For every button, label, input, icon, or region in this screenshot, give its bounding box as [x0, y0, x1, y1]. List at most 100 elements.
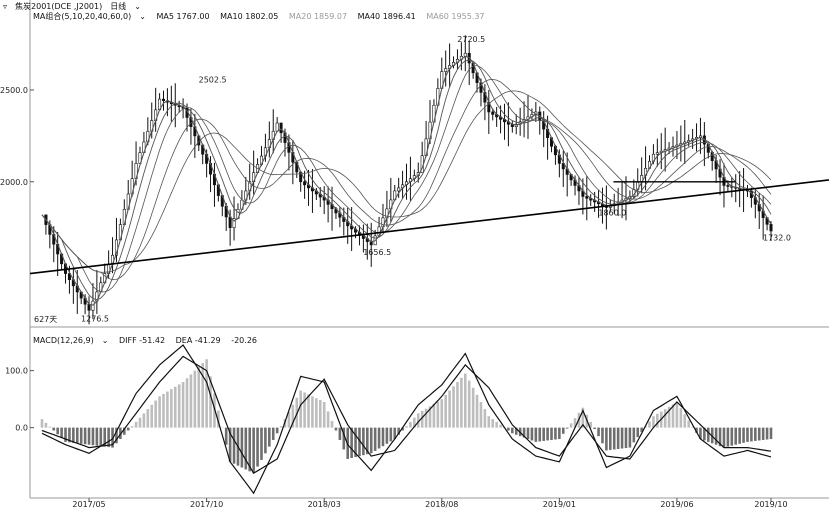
macd-histogram-bar	[381, 427, 385, 447]
macd-histogram-bar	[514, 427, 518, 435]
x-tick-label: 2019/10	[754, 500, 787, 509]
macd-histogram-bar	[471, 387, 475, 428]
macd-histogram-bar	[534, 427, 538, 442]
ma40-value: MA40 1896.41	[357, 12, 416, 21]
macd-histogram-bar	[561, 427, 565, 434]
macd-histogram-bar	[268, 427, 271, 447]
macd-histogram-bar	[318, 400, 322, 428]
macd-histogram-bar	[260, 427, 263, 460]
macd-histogram-bar	[475, 394, 479, 428]
macd-histogram-bar	[718, 427, 722, 447]
price-candle-body	[585, 196, 589, 199]
macd-histogram-bar	[765, 427, 769, 440]
macd-histogram-bar	[734, 427, 738, 445]
dropdown-icon[interactable]: ▿	[3, 2, 8, 11]
macd-histogram-bar	[742, 427, 745, 443]
macd-histogram-bar	[573, 418, 577, 428]
macd-histogram-bar	[170, 389, 173, 428]
macd-histogram-bar	[373, 427, 377, 451]
macd-histogram-bar	[48, 426, 52, 428]
price-annotation: 2720.5	[457, 35, 485, 44]
macd-histogram-bar	[115, 427, 118, 444]
ma-label-text: MA组合(5,10,20,40,60,0)	[33, 12, 132, 21]
macd-histogram-bar	[377, 427, 381, 449]
x-tick-label: 2019/01	[543, 500, 576, 509]
macd-histogram-bar	[648, 421, 651, 428]
price-candle-body	[303, 181, 307, 186]
macd-histogram-bar	[463, 373, 467, 428]
macd-histogram-bar	[761, 427, 765, 440]
macd-histogram-bar	[479, 401, 483, 428]
price-candle-body	[726, 185, 730, 187]
ma10-value: MA10 1802.05	[220, 12, 279, 21]
macd-histogram-bar	[64, 427, 67, 442]
price-candle-body	[162, 98, 166, 101]
period-selector[interactable]: 日线 ⌄	[110, 2, 141, 11]
macd-histogram-bar	[432, 403, 436, 428]
macd-histogram-bar	[240, 427, 244, 468]
macd-histogram-bar	[311, 396, 314, 428]
macd-histogram-bar	[667, 406, 671, 428]
macd-histogram-bar	[264, 427, 267, 454]
macd-histogram-bar	[99, 427, 103, 447]
macd-histogram-bar	[413, 417, 416, 428]
price-candle-body	[491, 111, 495, 115]
ma60-value: MA60 1955.37	[426, 12, 485, 21]
price-panel: 2000.0 2500.0 2502.5 2720.5 1656.5 1860.0 1732…	[0, 0, 829, 498]
macd-histogram-bar	[326, 411, 330, 428]
ma5-line	[41, 55, 772, 306]
macd-histogram-bar	[679, 408, 683, 428]
macd-histogram-bar	[111, 427, 114, 448]
macd-histogram-bar	[103, 427, 107, 447]
macd-histogram-bar	[487, 416, 491, 428]
macd-histogram-bar	[456, 382, 459, 428]
ma-indicator-label[interactable]: MA组合(5,10,20,40,60,0) ⌄	[33, 12, 146, 21]
x-tick-label: 2017/05	[72, 500, 105, 509]
price-annotation: 1732.0	[763, 234, 791, 243]
macd-indicator-label[interactable]: MACD(12,26,9) ⌄	[33, 336, 109, 345]
macd-histogram-bar	[726, 427, 730, 447]
macd-histogram-bar	[652, 416, 655, 428]
macd-histogram-bar	[593, 427, 596, 430]
macd-histogram-bar	[334, 427, 338, 431]
macd-histogram-bar	[232, 427, 236, 464]
macd-histogram-bar	[385, 427, 389, 444]
macd-histogram-bar	[75, 427, 79, 444]
macd-histogram-bar	[397, 427, 400, 435]
macd-histogram-bar	[79, 427, 83, 444]
period-label: 日线	[110, 2, 127, 11]
macd-histogram-bar	[166, 391, 169, 428]
price-candle-body	[769, 224, 773, 232]
price-annotation: 1276.5	[81, 314, 109, 323]
macd-histogram-bar	[248, 427, 252, 472]
macd-histogram-bar	[72, 427, 75, 443]
macd-histogram-bar	[467, 380, 471, 428]
macd-histogram-bar	[644, 426, 647, 428]
macd-histogram-bar	[440, 399, 444, 428]
macd-histogram-bar	[511, 427, 514, 434]
macd-histogram-bar	[350, 427, 353, 459]
macd-legend: MACD(12,26,9) ⌄ DIFF -51.42 DEA -41.29 -2…	[33, 336, 265, 346]
macd-y-tick-label: 100.0	[5, 367, 28, 376]
macd-histogram-bar	[358, 427, 361, 457]
macd-histogram-bar	[746, 427, 749, 442]
macd-dea-line	[41, 355, 772, 475]
macd-histogram-bar	[409, 421, 412, 428]
macd-panel: 100.0 0.0	[5, 344, 773, 495]
macd-histogram-bar	[275, 427, 279, 434]
instrument-label[interactable]: 焦炭2001(DCE ,J2001)	[15, 2, 103, 11]
x-tick-label: 2017/10	[190, 500, 223, 509]
macd-histogram-bar	[205, 359, 208, 428]
macd-histogram-bar	[538, 427, 542, 442]
macd-histogram-bar	[624, 427, 628, 449]
macd-histogram-bar	[291, 404, 295, 428]
macd-histogram-bar	[150, 404, 154, 428]
ma20-value: MA20 1859.07	[288, 12, 348, 21]
macd-histogram-bar	[126, 427, 130, 431]
macd-y-tick-label: 0.0	[15, 424, 28, 433]
macd-histogram-bar	[40, 419, 44, 428]
price-candle-body	[87, 303, 91, 311]
macd-histogram-bar	[754, 427, 757, 441]
macd-histogram-bar	[656, 413, 659, 428]
